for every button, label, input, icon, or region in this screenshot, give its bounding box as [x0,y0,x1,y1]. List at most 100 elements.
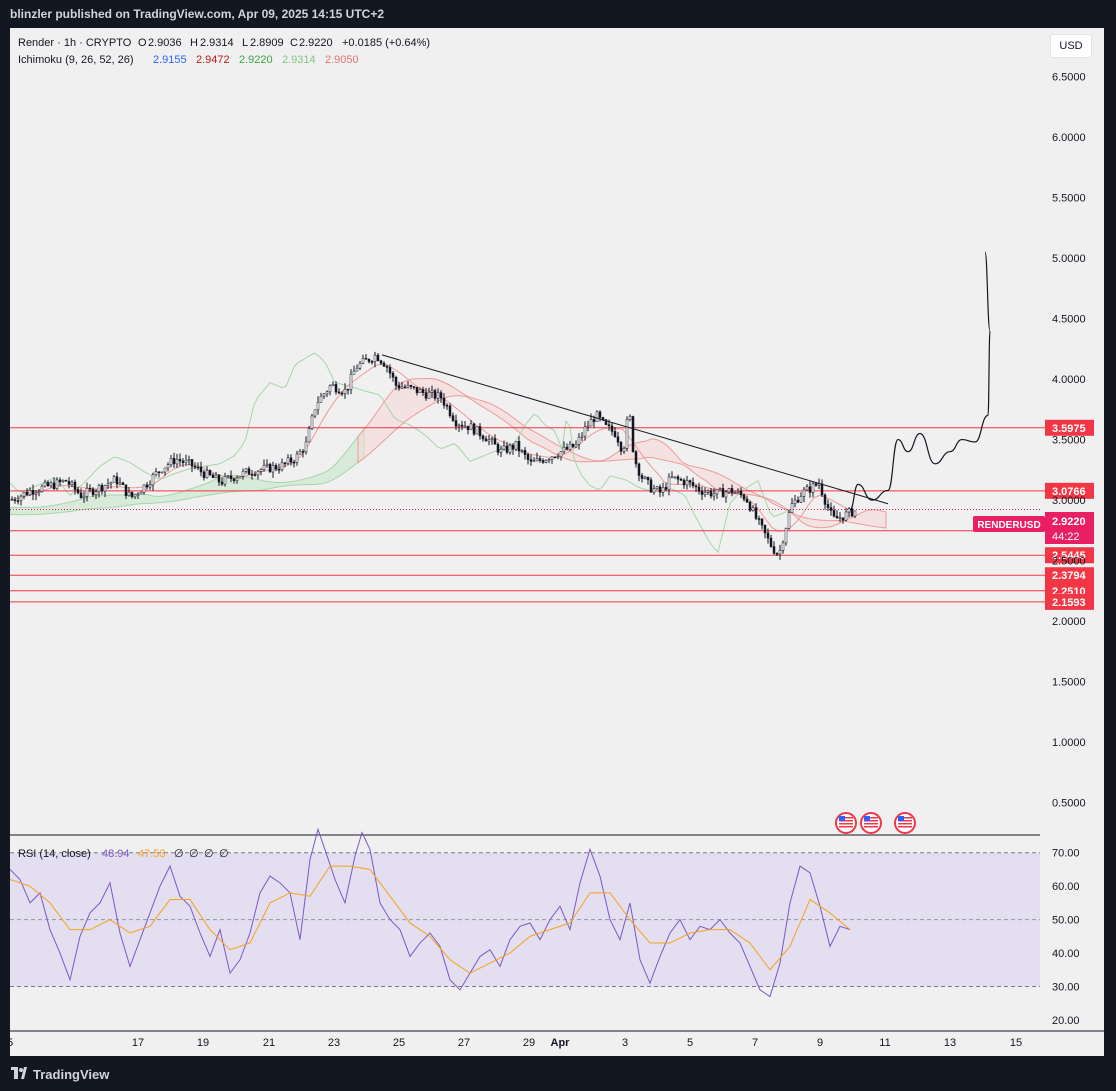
candle-body [616,436,620,443]
legend-low-label: L [242,37,248,49]
time-tick-label: 11 [879,1037,890,1049]
candle-body [838,517,842,519]
projected-price-path[interactable] [849,251,991,511]
candle-body [544,459,548,463]
candle-body [10,499,14,501]
candlestick-series [10,351,857,560]
candle-body [154,471,158,475]
us-flag-icon[interactable] [835,812,857,834]
candle-body [97,485,101,492]
currency-button[interactable]: USD [1050,34,1092,58]
candle-body [280,462,284,471]
price-tick-label: 1.0000 [1052,737,1086,749]
candle-body [208,470,212,476]
candle-body [820,483,824,496]
candle-body [493,438,497,445]
candle-body [757,518,761,520]
economic-events[interactable] [835,812,916,834]
candle-body [61,479,65,482]
candle-body [727,488,731,493]
candle-body [676,476,680,480]
time-axis[interactable]: 5 17 19 21 23 25 27 29 Apr 3 5 7 9 11 13 15 [10,1030,1104,1049]
chart-frame[interactable]: 3.59753.07662.74642.54452.37942.25102.15… [10,28,1104,1056]
candle-body [595,411,599,422]
price-badge: RENDERUSD 2.9220 44:22 [973,512,1094,544]
candle-body [658,486,662,493]
rsi-ma-line [10,865,851,974]
price-tick-label: 0.5000 [1052,798,1086,810]
candle-body [343,388,347,394]
time-tick-label: 13 [944,1037,956,1049]
us-flag-icon[interactable] [894,812,916,834]
price-badge-price: 2.9220 [1052,516,1086,528]
candle-body [106,483,110,486]
rsi-tick-label: 40.00 [1052,948,1080,960]
candle-body [391,372,395,378]
candle-body [673,476,677,479]
rsi-extra-1: ∅ [174,848,184,860]
candle-body [202,471,206,478]
candle-body [379,360,383,364]
candle-body [511,444,515,450]
candle-body [793,499,797,504]
candle-body [160,471,164,474]
candle-body [169,457,173,465]
price-badge-countdown: 44:22 [1052,531,1080,543]
level-badge-label: 2.3794 [1052,570,1087,582]
candle-body [184,459,188,463]
legend-high: 2.9314 [200,37,234,49]
us-flag-icon[interactable] [860,812,882,834]
candle-body [286,457,290,464]
candle-body [823,494,827,505]
candle-body [763,524,767,534]
rsi-tick-label: 50.00 [1052,915,1080,927]
candle-body [649,479,653,493]
publish-header: blinzler published on TradingView.com, A… [0,0,1116,28]
time-tick-label: 5 [10,1037,13,1049]
price-tick-label: 6.5000 [1052,71,1086,83]
candle-body [298,451,302,455]
candle-body [352,370,356,375]
rsi-extra-4: ∅ [219,848,229,860]
candle-body [157,471,161,474]
chart-canvas[interactable]: 3.59753.07662.74642.54452.37942.25102.15… [10,28,1104,1056]
rsi-axis[interactable]: 20.00 30.00 40.00 50.00 60.00 70.00 [1052,848,1080,1027]
candle-body [682,479,686,486]
candle-body [721,488,725,498]
candle-body [124,484,128,496]
price-axis[interactable]: 0.5000 1.0000 1.5000 2.0000 2.5000 3.0000 3.50… [1052,71,1086,809]
candle-body [847,508,851,513]
candle-body [583,426,587,437]
candle-body [469,423,473,431]
rsi-legend: RSI (14, close) 48.94 47.53 ∅ ∅ ∅ ∅ [18,848,229,860]
price-tick-label: 4.5000 [1052,314,1086,326]
candle-body [67,480,71,485]
candle-body [316,402,320,411]
candle-body [40,485,44,492]
descending-trendline[interactable] [381,354,889,505]
candle-body [31,490,35,495]
candle-body [451,415,455,421]
candle-body [250,474,254,476]
candle-body [37,491,41,494]
candle-body [775,553,779,555]
candle-body [505,445,509,453]
candle-body [22,492,26,497]
time-tick-label: 17 [132,1037,144,1049]
candle-body [580,435,584,438]
candle-body [661,487,665,493]
candle-body [151,474,155,486]
candle-body [190,459,194,467]
candle-body [778,550,782,555]
candle-body [34,492,38,495]
rsi-tick-label: 30.00 [1052,982,1080,994]
candle-body [448,405,452,416]
candle-body [310,415,314,429]
candle-body [145,484,149,488]
candle-body [748,501,752,511]
level-badge-label: 2.5445 [1052,550,1086,562]
candle-body [340,392,344,395]
time-tick-label: 9 [817,1037,823,1049]
level-badge [1045,419,1094,436]
candle-body [292,461,296,464]
